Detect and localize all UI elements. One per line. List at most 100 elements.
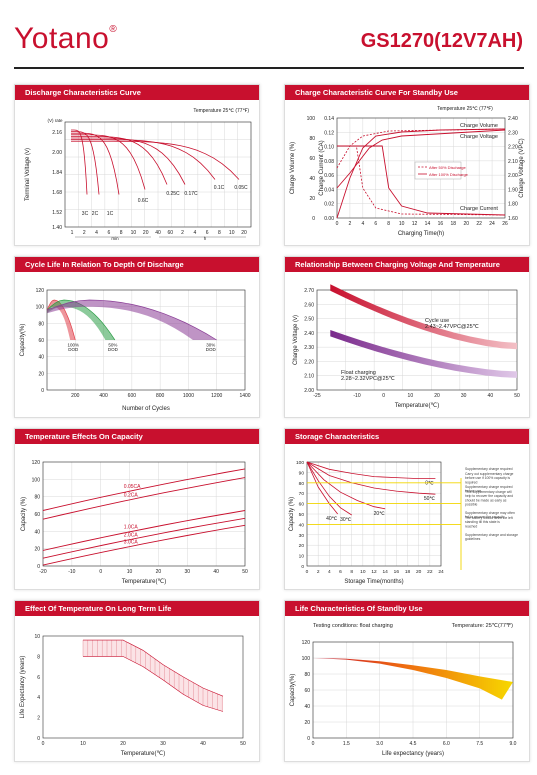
x-tick-label: 10: [127, 569, 133, 575]
x-tick-label: 8: [120, 230, 123, 236]
storage-curve: [306, 461, 352, 516]
y-tick-label: 1.40: [52, 225, 62, 231]
x-tick-label: -10: [68, 569, 75, 575]
x-tick-label: 0: [382, 393, 385, 399]
x-sub-label: h: [204, 236, 207, 241]
panel-title: Temperature Effects On Capacity: [15, 429, 259, 444]
x-tick-label: 6: [339, 569, 342, 575]
x-tick-label: 10: [229, 230, 235, 236]
y-tick-label: 60: [38, 338, 44, 344]
series-label: 2.0CA: [124, 532, 139, 538]
panel-title: Storage Characteristics: [285, 429, 529, 444]
x-tick-label: 20: [241, 230, 247, 236]
temperature-capacity-chart: -20 -10 0 10 20 30 40 50 120 100 80 60 40 20 0 Capacity…: [21, 460, 248, 585]
y-tick-label: 2.10: [304, 374, 314, 380]
plot-frame: [42, 461, 246, 567]
y-inner-tick-label: 0.06: [324, 173, 334, 179]
x-tick-label: 6: [107, 230, 110, 236]
model-title: GS1270(12V7AH): [360, 30, 523, 52]
y-tick-label: 0: [37, 736, 40, 742]
curve-label: 0.1C: [214, 185, 225, 191]
x-tick-label: 4: [193, 230, 196, 236]
storage-note: Supplementary charge and storage: [465, 533, 518, 537]
y-inner-tick-label: 0.08: [324, 159, 334, 165]
discharge-curve: [71, 137, 186, 185]
test-conditions: Testing conditions: float charging: [313, 623, 393, 629]
x-tick-label: 6: [374, 221, 377, 227]
series-label: 3.0CA: [124, 539, 139, 545]
x-tick-label: 7.5: [476, 741, 483, 747]
x-tick-label: 9.0: [510, 741, 517, 747]
y-tick-label: 1.84: [52, 170, 62, 176]
discharge-chart: 1 2 4 6 8 10 20 40 60 2 4 6 8 10 20 2.16 2.00 1.84 1.68 1.5…: [25, 108, 252, 241]
life-upper-curve: [83, 639, 224, 697]
y-tick-label: 30: [299, 533, 305, 539]
y-tick-label: 50: [299, 512, 305, 518]
x-tick-label: 20: [120, 741, 126, 747]
y-tick-label: 80: [38, 321, 44, 327]
x-tick-label: 6: [206, 230, 209, 236]
x-tick-label: 0: [336, 221, 339, 227]
x-tick-label: 2: [83, 230, 86, 236]
x-tick-label: 4.5: [410, 741, 417, 747]
storage-note: Supplementary charge required: [465, 467, 513, 471]
storage-curve: [306, 461, 339, 515]
x-tick-label: 3.0: [376, 741, 383, 747]
x-tick-label: 40: [488, 393, 494, 399]
x-tick-label: 16: [394, 569, 400, 575]
series-label: 100%: [68, 343, 80, 348]
y-tick-label: 2.60: [304, 302, 314, 308]
cycle-curve: [46, 299, 217, 341]
plot-frame: [306, 461, 442, 567]
legend-box: [414, 161, 462, 180]
x-tick-label: 10: [408, 393, 414, 399]
curve-label: 0.25C: [166, 191, 180, 197]
y-outer-tick-label: 20: [309, 196, 315, 202]
x-axis-label: Life expectancy (years): [382, 751, 444, 757]
float-charging-band: [330, 330, 517, 378]
y-tick-label: 60: [34, 512, 40, 518]
y-tick-label: 80: [34, 495, 40, 501]
y-tick-label: 90: [299, 470, 305, 476]
cycle-band: [47, 300, 217, 340]
chart-annotation: Temperature: 25℃(77℉): [452, 623, 513, 629]
storage-note: reached: [465, 524, 477, 528]
x-axis-label: Number of Cycles: [122, 406, 170, 412]
curve-label: 2C: [92, 211, 99, 217]
x-tick-label: 18: [451, 221, 457, 227]
storage-note: possible: [465, 503, 478, 507]
x-tick-label: 1400: [239, 393, 250, 399]
curve-label: 1C: [107, 211, 114, 217]
y-inner-tick-label: 0.04: [324, 187, 334, 193]
storage-note: fail to recover the capacity: [465, 515, 505, 519]
series-label: DOD: [108, 347, 119, 352]
cycle-band: [47, 300, 115, 340]
y-tick-label: 120: [36, 288, 45, 294]
x-tick-label: 600: [128, 393, 137, 399]
y-inner-tick-label: 0.10: [324, 145, 334, 151]
x-tick-label: 0: [99, 569, 102, 575]
storage-note: The battery should never be left: [465, 516, 513, 520]
y-tick-label: 0: [307, 736, 310, 742]
voltage-temperature-chart: -25 -10 0 10 20 30 40 50 2.70 2.60 2.50 2.40 2.30 2.2…: [293, 284, 520, 409]
panel-long-term-life: Effect Of Temperature On Long Term Life …: [14, 600, 260, 762]
y-tick-label: 8: [37, 654, 40, 660]
x-axis-label: Charging Time(h): [398, 231, 444, 237]
x-tick-label: 12: [412, 221, 418, 227]
y-right-tick-label: 2.30: [508, 130, 518, 136]
plot-frame: [312, 641, 514, 739]
legend-label: After 100% Discharge: [429, 172, 469, 177]
storage-note: guidelines: [465, 537, 481, 541]
x-tick-label: 26: [502, 221, 508, 227]
y-tick-label: 60: [299, 502, 305, 508]
cycle-use-band: [330, 284, 517, 350]
y-tick-label: 2.50: [304, 317, 314, 323]
panel-temperature-capacity: Temperature Effects On Capacity -20 -10 0 1…: [14, 428, 260, 590]
y-tick-label: 0: [301, 564, 304, 570]
x-sub-label: min: [111, 236, 119, 241]
x-tick-label: 8: [218, 230, 221, 236]
plot-frame: [46, 289, 246, 391]
x-axis-label: Temperature(℃): [395, 403, 439, 409]
y-tick-label: 10: [34, 634, 40, 640]
x-tick-label: 4: [95, 230, 98, 236]
